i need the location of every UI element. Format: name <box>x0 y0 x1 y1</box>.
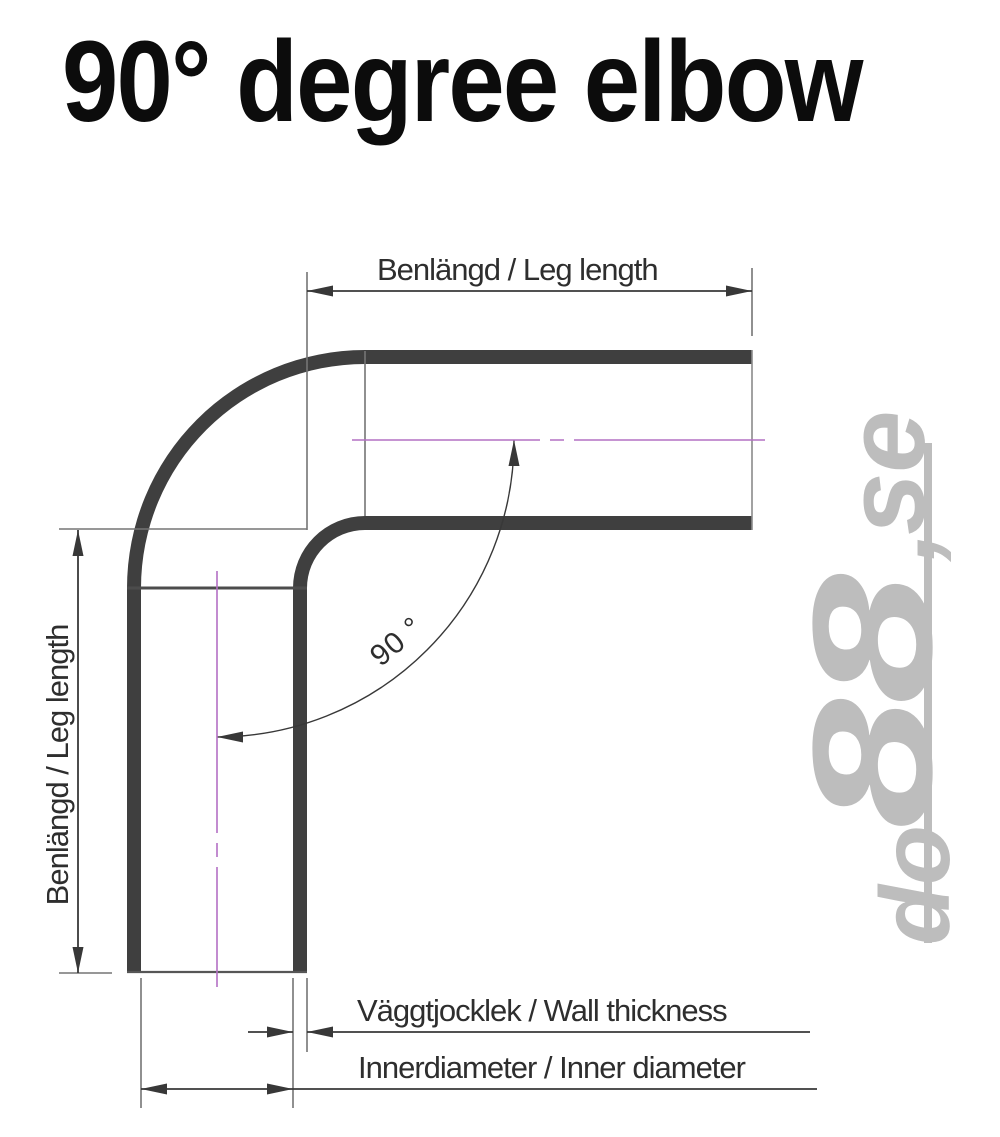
elbow-tube <box>127 350 752 972</box>
tube-right-wall <box>293 588 307 972</box>
arrowhead-left <box>307 285 333 297</box>
label-inner-diameter: Innerdiameter / Inner diameter <box>358 1050 746 1085</box>
do88-watermark: do 88 , se <box>778 345 970 945</box>
arrowhead-right <box>267 1083 293 1095</box>
watermark-88: 88 <box>778 579 968 829</box>
watermark-comma: , <box>835 530 958 561</box>
watermark-do: do <box>860 825 970 945</box>
dimension-wall-thickness <box>248 1026 810 1038</box>
arrowhead-left <box>217 731 243 743</box>
label-leg-length-top: Benlängd / Leg length <box>377 252 659 287</box>
label-wall-thickness: Väggtjocklek / Wall thickness <box>357 993 728 1028</box>
label-leg-length-left: Benlängd / Leg length <box>40 624 75 906</box>
dimension-inner-diameter <box>141 1083 817 1095</box>
arrowhead-right <box>267 1026 293 1038</box>
page-title: 90° degree elbow <box>62 18 863 146</box>
arrowhead-left <box>307 1026 333 1038</box>
tube-inner-bend <box>293 516 365 588</box>
watermark-underline <box>924 443 932 943</box>
tube-top-wall <box>365 350 752 364</box>
dimension-leg-vertical <box>72 530 84 973</box>
arrowhead-left <box>141 1083 167 1095</box>
arrowhead-down <box>72 947 84 973</box>
tube-left-wall <box>127 588 141 972</box>
extension-lines <box>59 268 753 1108</box>
angle-arc <box>216 439 520 743</box>
arrowhead-up <box>72 530 84 556</box>
dimension-leg-horizontal <box>307 285 752 297</box>
arrowhead-up <box>508 440 520 466</box>
tube-outer-bend <box>127 350 365 588</box>
tube-bottom-wall <box>365 516 752 530</box>
arrowhead-right <box>726 285 752 297</box>
centerlines <box>216 439 765 987</box>
tube-end-lines <box>127 350 753 974</box>
angle-arc-curve <box>216 439 515 738</box>
